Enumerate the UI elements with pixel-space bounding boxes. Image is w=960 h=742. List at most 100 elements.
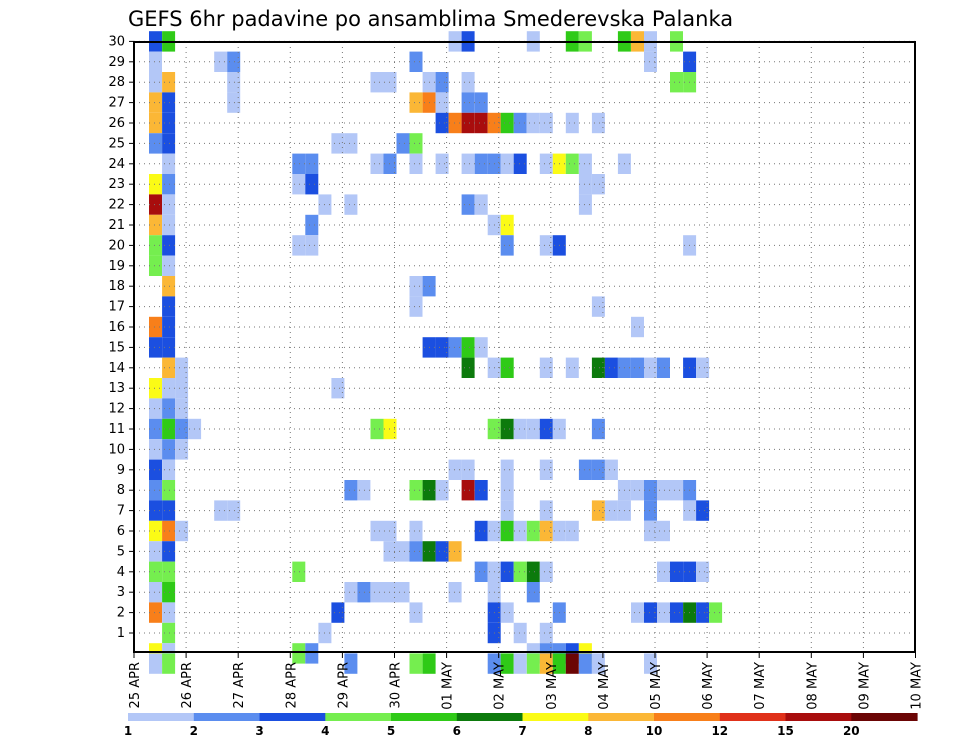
data-cell (591, 459, 605, 480)
data-cell (370, 72, 384, 93)
data-cell (487, 653, 501, 674)
data-cell (500, 214, 514, 236)
data-cell (448, 541, 462, 562)
data-cell (435, 541, 449, 562)
colorbar-legend: 1 2 3 4 5 6 7 8 10 12 15 20 (124, 713, 918, 738)
x-tick-label: 05 MAY (649, 662, 664, 710)
data-cell (644, 500, 657, 521)
data-cell (357, 582, 371, 603)
data-cell (539, 561, 553, 582)
data-cell (422, 653, 436, 674)
colorbar-label: 4 (321, 724, 329, 738)
data-cell (513, 561, 527, 582)
data-cell (631, 316, 644, 338)
data-cell (552, 653, 566, 674)
x-tick-label: 07 MAY (753, 662, 768, 710)
data-cell (149, 459, 162, 480)
data-cell (409, 296, 423, 317)
y-tick-label: 8 (117, 483, 125, 498)
data-cell (631, 480, 644, 501)
data-cell (162, 235, 176, 256)
colorbar-label: 6 (453, 724, 461, 738)
data-cell (448, 459, 462, 480)
colorbar-label: 15 (777, 724, 794, 738)
data-cell (227, 72, 241, 93)
data-cell (591, 296, 605, 317)
data-cell (474, 194, 488, 215)
data-cell (149, 235, 162, 256)
colorbar-label: 1 (124, 724, 132, 738)
data-cell (591, 357, 605, 378)
x-tick-label: 01 MAY (441, 662, 456, 710)
data-cell (149, 582, 162, 603)
data-cell (500, 235, 514, 256)
colorbar-swatch (719, 713, 787, 721)
data-cell (175, 398, 189, 419)
data-cell (696, 561, 710, 582)
y-tick-label: 22 (108, 198, 125, 213)
data-cell (396, 541, 410, 562)
colorbar-label: 5 (387, 724, 395, 738)
data-cell (461, 459, 475, 480)
y-tick-label: 28 (108, 75, 125, 90)
x-tick-label: 02 MAY (493, 662, 508, 710)
data-cell (162, 561, 176, 582)
data-cell (149, 653, 162, 674)
data-cell (370, 582, 384, 603)
y-tick-label: 5 (117, 544, 125, 559)
data-cell (162, 459, 176, 480)
data-cell (292, 643, 306, 664)
data-cell (331, 133, 345, 154)
data-cell (657, 520, 670, 542)
data-cell (162, 337, 176, 358)
data-cell (162, 418, 176, 440)
data-cell (696, 500, 710, 521)
data-cell (539, 418, 553, 440)
data-cell (331, 602, 345, 623)
y-tick-label: 20 (108, 238, 125, 253)
data-cell (461, 153, 475, 174)
data-cell (696, 602, 710, 623)
x-tick-label: 28 APR (284, 662, 299, 708)
data-cell (162, 653, 176, 674)
data-cell (409, 133, 423, 154)
data-cell (565, 653, 579, 674)
data-cell (149, 561, 162, 582)
data-cell (435, 92, 449, 113)
colorbar-label: 2 (190, 724, 198, 738)
y-tick-label: 27 (108, 96, 125, 111)
data-cell (578, 174, 592, 195)
colorbar-label: 7 (518, 724, 526, 738)
data-cell (162, 112, 176, 134)
data-cell (578, 194, 592, 215)
colorbar-swatch (193, 713, 261, 721)
data-cell (162, 276, 176, 297)
data-cell (539, 622, 553, 644)
data-cell (474, 561, 488, 582)
data-cell (526, 582, 540, 603)
data-cell (162, 480, 176, 501)
y-tick-label: 4 (117, 565, 125, 580)
data-cell (644, 602, 657, 623)
data-cell (500, 602, 514, 623)
data-cell (461, 92, 475, 113)
data-cell (435, 480, 449, 501)
colorbar-swatch (325, 713, 392, 721)
data-cell (657, 602, 670, 623)
data-cell (578, 153, 592, 174)
data-cell (526, 653, 540, 674)
y-tick-label: 9 (117, 463, 125, 478)
x-tick-label: 08 MAY (805, 662, 820, 710)
data-cell (149, 480, 162, 501)
data-cell (631, 357, 644, 378)
data-cell (162, 72, 176, 93)
data-cell (513, 653, 527, 674)
data-cell (305, 214, 319, 236)
data-cell (396, 582, 410, 603)
data-cell (448, 112, 462, 134)
data-cell (409, 92, 423, 113)
data-cell (631, 602, 644, 623)
data-cell (149, 133, 162, 154)
y-tick-label: 11 (108, 422, 125, 437)
